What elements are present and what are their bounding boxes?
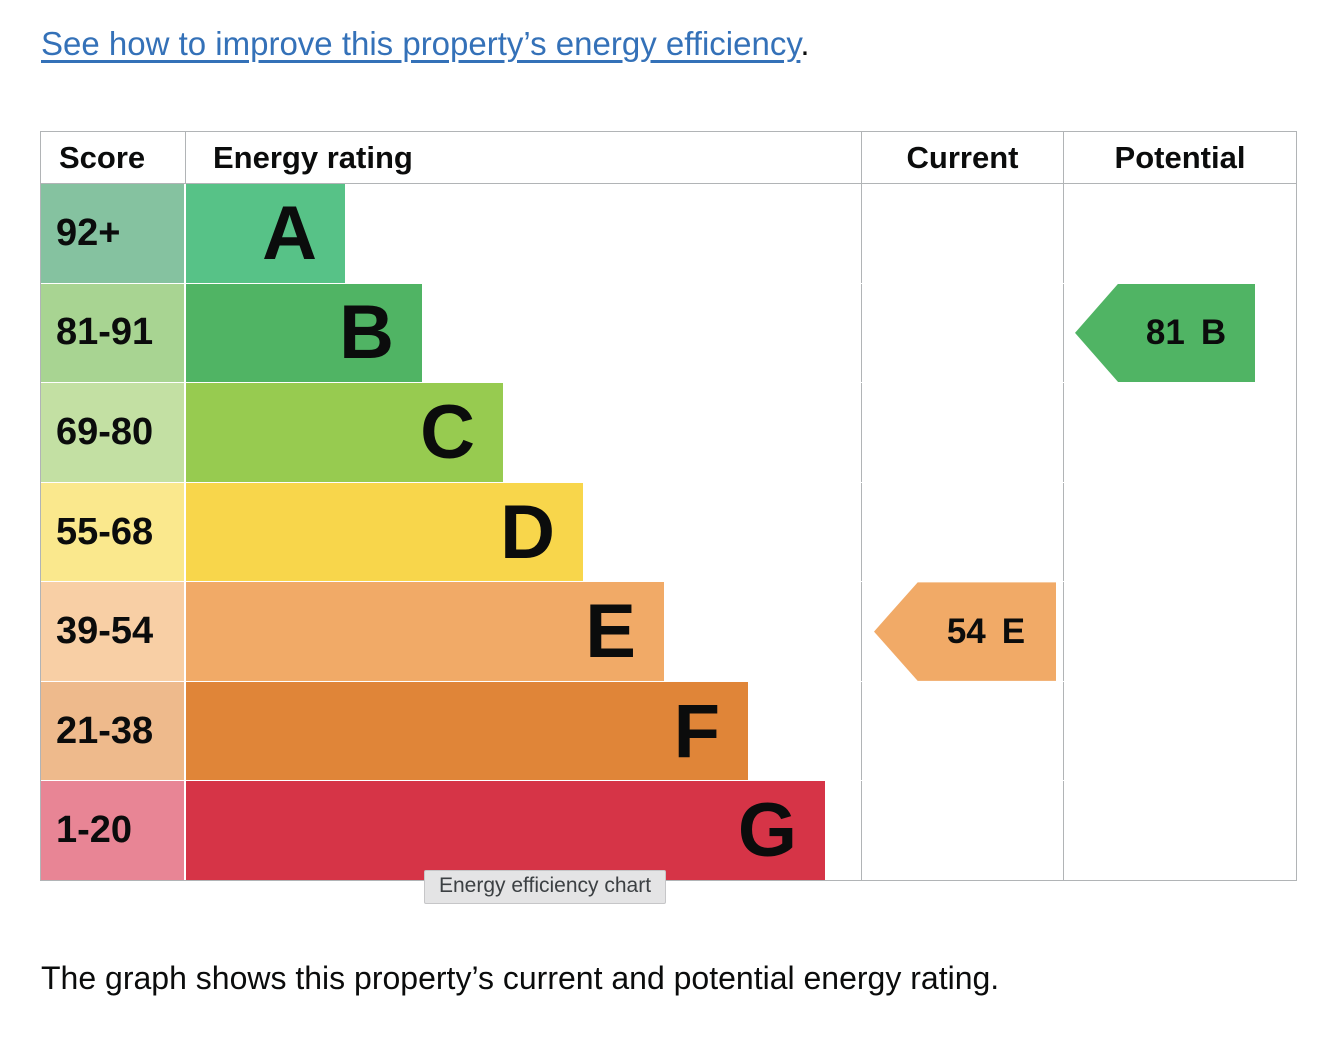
potential-cell-a	[1063, 184, 1296, 283]
improve-efficiency-line: See how to improve this property’s energ…	[41, 24, 810, 64]
improve-efficiency-link[interactable]: See how to improve this property’s energ…	[41, 25, 801, 62]
current-score: 54	[946, 611, 986, 651]
header-score: Score	[41, 132, 186, 183]
band-bar-cell-a: A	[186, 184, 861, 283]
band-bar-a: A	[186, 184, 345, 283]
band-row-e: 39-54 E 54 E	[41, 581, 1296, 681]
band-row-g: 1-20 G	[41, 780, 1296, 881]
potential-rating-arrow: 81 B	[1075, 283, 1255, 383]
header-current: Current	[861, 132, 1063, 183]
band-bar-e: E	[186, 582, 664, 681]
score-range-d: 55-68	[41, 482, 186, 582]
band-bar-cell-g: G	[186, 781, 861, 881]
score-range-g: 1-20	[41, 781, 186, 881]
potential-cell-d	[1063, 482, 1296, 582]
band-bar-cell-f: F	[186, 681, 861, 781]
band-row-c: 69-80 C	[41, 382, 1296, 482]
band-row-b: 81-91 B 81 B	[41, 282, 1296, 383]
energy-efficiency-chart: Score Energy rating Current Potential 92…	[40, 131, 1297, 904]
potential-score: 81	[1145, 312, 1185, 352]
current-band-letter: E	[1001, 611, 1026, 651]
band-bar-g: G	[186, 781, 825, 881]
band-bar-cell-b: B	[186, 283, 861, 383]
potential-cell-f	[1063, 681, 1296, 781]
band-bar-cell-d: D	[186, 482, 861, 582]
score-range-f: 21-38	[41, 681, 186, 781]
potential-cell-e	[1063, 582, 1296, 681]
current-cell-f	[861, 681, 1063, 781]
header-energy-rating: Energy rating	[213, 139, 413, 175]
potential-band-letter: B	[1200, 312, 1227, 352]
header-potential: Potential	[1063, 132, 1296, 183]
potential-cell-c	[1063, 383, 1296, 482]
score-range-a: 92+	[41, 184, 186, 283]
band-bar-f: F	[186, 681, 748, 781]
chart-caption: The graph shows this property’s current …	[41, 960, 1000, 996]
current-cell-b	[861, 283, 1063, 383]
score-range-b: 81-91	[41, 283, 186, 383]
chart-tooltip: Energy efficiency chart	[424, 870, 667, 904]
current-cell-e: 54 E	[861, 582, 1063, 681]
score-range-c: 69-80	[41, 383, 186, 482]
band-bar-cell-c: C	[186, 383, 861, 482]
current-rating-arrow: 54 E	[874, 582, 1056, 681]
band-bar-d: D	[186, 482, 583, 582]
score-range-e: 39-54	[41, 582, 186, 681]
current-cell-d	[861, 482, 1063, 582]
band-row-a: 92+ A	[41, 184, 1296, 283]
band-bar-c: C	[186, 383, 503, 482]
band-row-f: 21-38 F	[41, 680, 1296, 781]
current-cell-a	[861, 184, 1063, 283]
band-bar-cell-e: E	[186, 582, 861, 681]
sentence-period: .	[800, 25, 810, 62]
band-row-d: 55-68 D	[41, 481, 1296, 582]
potential-cell-g	[1063, 781, 1296, 881]
potential-cell-b: 81 B	[1063, 283, 1296, 383]
current-cell-g	[861, 781, 1063, 881]
band-bar-b: B	[186, 283, 422, 383]
chart-header-row: Score Energy rating Current Potential	[41, 132, 1296, 184]
current-cell-c	[861, 383, 1063, 482]
